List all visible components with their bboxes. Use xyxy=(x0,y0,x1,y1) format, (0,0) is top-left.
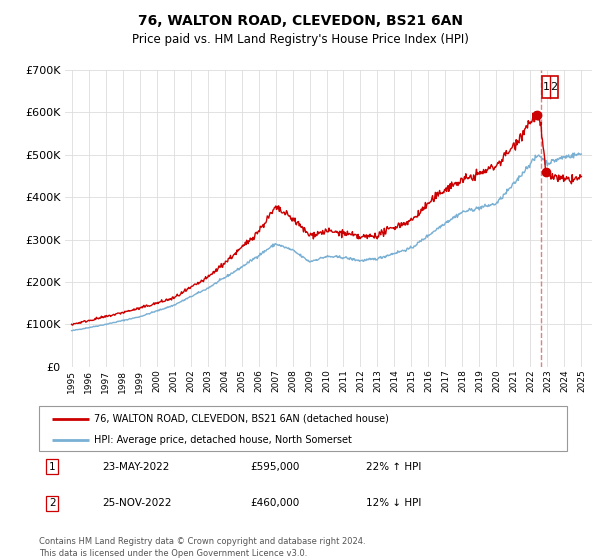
Text: £460,000: £460,000 xyxy=(250,498,299,508)
Text: 2: 2 xyxy=(49,498,56,508)
Text: Price paid vs. HM Land Registry's House Price Index (HPI): Price paid vs. HM Land Registry's House … xyxy=(131,32,469,46)
Text: 76, WALTON ROAD, CLEVEDON, BS21 6AN: 76, WALTON ROAD, CLEVEDON, BS21 6AN xyxy=(137,14,463,28)
Text: 23-MAY-2022: 23-MAY-2022 xyxy=(103,462,170,472)
Text: 2: 2 xyxy=(550,82,557,92)
FancyBboxPatch shape xyxy=(39,406,567,451)
Text: 12% ↓ HPI: 12% ↓ HPI xyxy=(367,498,422,508)
Text: 1: 1 xyxy=(49,462,56,472)
Text: £595,000: £595,000 xyxy=(250,462,299,472)
Text: 22% ↑ HPI: 22% ↑ HPI xyxy=(367,462,422,472)
Bar xyxy=(542,76,557,97)
Text: HPI: Average price, detached house, North Somerset: HPI: Average price, detached house, Nort… xyxy=(94,435,352,445)
Text: 76, WALTON ROAD, CLEVEDON, BS21 6AN (detached house): 76, WALTON ROAD, CLEVEDON, BS21 6AN (det… xyxy=(94,413,389,423)
Text: 1: 1 xyxy=(542,82,550,92)
Text: Contains HM Land Registry data © Crown copyright and database right 2024.
This d: Contains HM Land Registry data © Crown c… xyxy=(39,537,365,558)
Text: 25-NOV-2022: 25-NOV-2022 xyxy=(103,498,172,508)
